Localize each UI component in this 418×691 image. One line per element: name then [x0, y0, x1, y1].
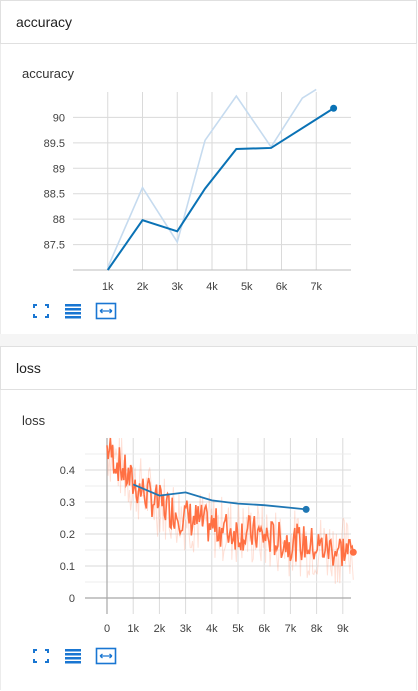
accuracy-card-title: accuracy	[22, 66, 75, 81]
x-tick-label: 5k	[241, 281, 253, 293]
x-tick-label: 1k	[127, 623, 139, 635]
y-tick-label: 0.2	[60, 529, 75, 541]
y-tick-label: 0	[69, 593, 75, 605]
y-tick-label: 88	[53, 214, 65, 226]
loss-eval-line	[132, 483, 307, 511]
accuracy-section-header[interactable]: accuracy	[0, 0, 417, 44]
y-tick-label: 87.5	[44, 240, 65, 252]
loss-section-title: loss	[16, 360, 41, 376]
x-tick-label: 2k	[154, 623, 166, 635]
accuracy-raw-line	[107, 88, 317, 268]
accuracy-section-title: accuracy	[16, 14, 73, 30]
y-tick-label: 88.5	[44, 189, 65, 201]
accuracy-smoothed-line	[106, 107, 335, 271]
x-tick-label: 0	[104, 623, 110, 635]
loss-card: loss 0 1k 2k 3k 4k 5k 6k 7k 8k 9k 0 0.1 0.2 0.3 0.4	[0, 390, 417, 690]
x-tick-label: 8k	[311, 623, 323, 635]
accuracy-last-point	[330, 104, 338, 112]
x-tick-label: 6k	[258, 623, 270, 635]
x-tick-label: 3k	[180, 623, 192, 635]
loss-train-smoothed-line	[106, 437, 355, 567]
y-tick-label: 89	[53, 163, 65, 175]
loss-train-last-point	[349, 548, 357, 556]
accuracy-chart: 1k 2k 3k 4k 5k 6k 7k 87.5 88 88.5 89 89.5 90	[44, 88, 351, 293]
data-table-icon[interactable]	[63, 647, 83, 665]
y-tick-label: 0.3	[60, 497, 75, 509]
expand-icon[interactable]	[31, 302, 51, 320]
x-tick-label: 1k	[102, 281, 114, 293]
fit-domain-icon[interactable]	[95, 302, 117, 320]
loss-card-title: loss	[22, 413, 46, 428]
y-tick-label: 0.1	[60, 561, 75, 573]
x-tick-label: 5k	[232, 623, 244, 635]
y-tick-label: 90	[53, 112, 65, 124]
x-tick-label: 4k	[206, 623, 218, 635]
x-tick-label: 2k	[137, 281, 149, 293]
x-tick-label: 4k	[206, 281, 218, 293]
accuracy-card: accuracy 1k 2k 3k 4k 5k 6k 7k 87.5 88 88.5 89 89.5 9…	[0, 44, 417, 334]
loss-eval-last-point	[302, 505, 310, 513]
loss-section-header[interactable]: loss	[0, 346, 417, 390]
x-tick-label: 7k	[310, 281, 322, 293]
fit-domain-icon[interactable]	[95, 647, 117, 665]
y-tick-label: 0.4	[60, 465, 75, 477]
x-tick-label: 9k	[337, 623, 349, 635]
section-divider	[0, 334, 418, 346]
expand-icon[interactable]	[31, 647, 51, 665]
y-tick-label: 89.5	[44, 138, 65, 150]
x-tick-label: 6k	[276, 281, 288, 293]
loss-chart: 0 1k 2k 3k 4k 5k 6k 7k 8k 9k 0 0.1 0.2 0.3 0.4	[60, 437, 357, 635]
x-tick-label: 7k	[285, 623, 297, 635]
data-table-icon[interactable]	[63, 302, 83, 320]
x-tick-label: 3k	[171, 281, 183, 293]
loss-toolbar	[31, 646, 117, 666]
accuracy-toolbar	[31, 301, 117, 321]
